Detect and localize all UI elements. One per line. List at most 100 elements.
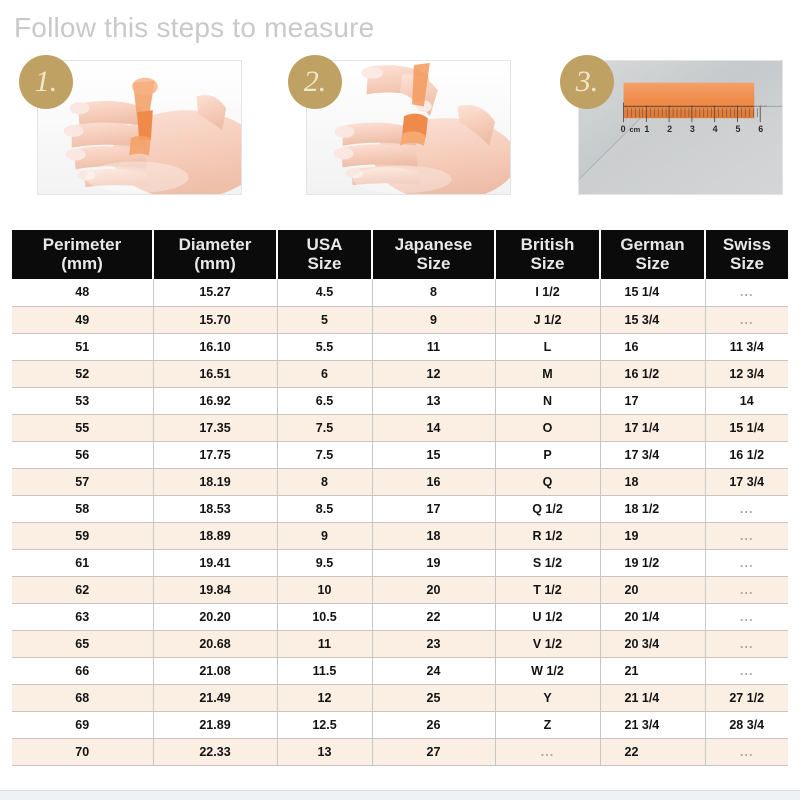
cell-german: 16 1/2 bbox=[600, 360, 706, 388]
column-header-usa-line1: USA bbox=[306, 235, 343, 254]
table-row: 55 17.35 7.5 14 O 17 1/4 15 1/4 bbox=[12, 414, 788, 442]
table-row: 61 19.41 9.5 19 S 1/2 19 1/2... bbox=[12, 549, 788, 577]
cell-japanese: 18 bbox=[372, 522, 496, 550]
step-3: 0 cm 1 2 3 4 5 6 3. bbox=[560, 55, 783, 195]
table-row: 59 18.89 9 18 R 1/2 19... bbox=[12, 522, 788, 550]
cell-usa: 9.5 bbox=[277, 549, 373, 577]
column-header-perimeter-line1: Perimeter bbox=[42, 235, 122, 254]
table-row: 70 22.33 13 27... 22... bbox=[12, 738, 788, 766]
cell-diameter: 20.20 bbox=[153, 603, 278, 631]
column-header-japanese-line1: Japanese bbox=[394, 235, 473, 254]
column-header-swiss-line2: Size bbox=[729, 254, 765, 274]
cell-usa: 8 bbox=[277, 468, 373, 496]
cell-japanese: 22 bbox=[372, 603, 496, 631]
cell-swiss: ... bbox=[705, 657, 788, 685]
cell-usa: 7.5 bbox=[277, 414, 373, 442]
cell-swiss: 17 3/4 bbox=[705, 468, 788, 496]
ruler-tick-4: 4 bbox=[713, 124, 718, 134]
column-header-usa: USA Size bbox=[277, 230, 373, 280]
cell-british: P bbox=[495, 441, 601, 469]
column-header-british-line2: Size bbox=[530, 254, 565, 274]
page-title: Follow this steps to measure bbox=[14, 12, 375, 43]
cell-british: W 1/2 bbox=[495, 657, 601, 685]
cell-perimeter: 62 bbox=[12, 576, 154, 604]
cell-japanese: 26 bbox=[372, 711, 496, 739]
cell-swiss: 27 1/2 bbox=[705, 684, 788, 712]
table-row: 63 20.20 10.5 22 U 1/2 20 1/4... bbox=[12, 603, 788, 631]
cell-perimeter: 69 bbox=[12, 711, 154, 739]
cell-swiss: 16 1/2 bbox=[705, 441, 788, 469]
column-header-perimeter: Perimeter (mm) bbox=[12, 230, 154, 280]
table-row: 57 18.19 8 16 Q 18 17 3/4 bbox=[12, 468, 788, 496]
column-header-british-line1: British bbox=[520, 235, 575, 254]
ruler-tick-1: 1 bbox=[644, 124, 649, 134]
cell-german: 15 3/4 bbox=[600, 306, 706, 334]
cell-japanese: 13 bbox=[372, 387, 496, 415]
cell-diameter: 17.35 bbox=[153, 414, 278, 442]
cell-diameter: 18.19 bbox=[153, 468, 278, 496]
cell-usa: 13 bbox=[277, 738, 373, 766]
cell-usa: 11.5 bbox=[277, 657, 373, 685]
cell-usa: 7.5 bbox=[277, 441, 373, 469]
cell-perimeter: 63 bbox=[12, 603, 154, 631]
cell-perimeter: 51 bbox=[12, 333, 154, 361]
cell-diameter: 15.27 bbox=[153, 279, 278, 307]
cell-diameter: 19.84 bbox=[153, 576, 278, 604]
cell-british: I 1/2 bbox=[495, 279, 601, 307]
cell-british: Q 1/2 bbox=[495, 495, 601, 523]
column-header-german: German Size bbox=[600, 230, 706, 280]
step-2: 2. bbox=[288, 55, 511, 195]
cell-swiss: ... bbox=[705, 495, 788, 523]
cell-perimeter: 61 bbox=[12, 549, 154, 577]
table-body: 48 15.27 4.5 8 I 1/2 15 1/4... 49 15.70 5 9 J 1/2 1… bbox=[12, 279, 788, 766]
table-row: 49 15.70 5 9 J 1/2 15 3/4... bbox=[12, 306, 788, 334]
cell-usa: 10 bbox=[277, 576, 373, 604]
cell-british: O bbox=[495, 414, 601, 442]
cell-perimeter: 65 bbox=[12, 630, 154, 658]
cell-german: 22 bbox=[600, 738, 706, 766]
table-row: 53 16.92 6.5 13 N 17 14 bbox=[12, 387, 788, 415]
cell-perimeter: 56 bbox=[12, 441, 154, 469]
step-1: 1. bbox=[19, 55, 242, 195]
cell-usa: 10.5 bbox=[277, 603, 373, 631]
cell-japanese: 20 bbox=[372, 576, 496, 604]
step-2-badge: 2. bbox=[288, 55, 342, 109]
cell-japanese: 27 bbox=[372, 738, 496, 766]
cell-swiss: 15 1/4 bbox=[705, 414, 788, 442]
column-header-swiss: Swiss Size bbox=[705, 230, 788, 280]
column-header-swiss-line1: Swiss bbox=[722, 235, 772, 254]
cell-german: 20 1/4 bbox=[600, 603, 706, 631]
table-row: 62 19.84 10 20 T 1/2 20... bbox=[12, 576, 788, 604]
cell-swiss: ... bbox=[705, 549, 788, 577]
cell-perimeter: 68 bbox=[12, 684, 154, 712]
step-3-photo-ruler-measurement: 0 cm 1 2 3 4 5 6 bbox=[578, 60, 783, 195]
table-row: 65 20.68 11 23 V 1/2 20 3/4... bbox=[12, 630, 788, 658]
cell-japanese: 11 bbox=[372, 333, 496, 361]
table-row: 51 16.10 5.5 11 L 16 11 3/4 bbox=[12, 333, 788, 361]
cell-diameter: 17.75 bbox=[153, 441, 278, 469]
cell-swiss: ... bbox=[705, 279, 788, 307]
cell-perimeter: 53 bbox=[12, 387, 154, 415]
cell-usa: 12 bbox=[277, 684, 373, 712]
cell-german: 21 bbox=[600, 657, 706, 685]
cell-diameter: 22.33 bbox=[153, 738, 278, 766]
cell-japanese: 23 bbox=[372, 630, 496, 658]
cell-british: R 1/2 bbox=[495, 522, 601, 550]
column-header-german-line1: German bbox=[620, 235, 685, 254]
cell-diameter: 15.70 bbox=[153, 306, 278, 334]
cell-perimeter: 49 bbox=[12, 306, 154, 334]
cell-german: 20 3/4 bbox=[600, 630, 706, 658]
table-row: 68 21.49 12 25 Y 21 1/4 27 1/2 bbox=[12, 684, 788, 712]
column-header-diameter-line2: (mm) bbox=[194, 254, 236, 274]
cell-german: 18 bbox=[600, 468, 706, 496]
cell-german: 17 1/4 bbox=[600, 414, 706, 442]
cell-usa: 8.5 bbox=[277, 495, 373, 523]
column-header-perimeter-line2: (mm) bbox=[61, 254, 103, 274]
ring-size-conversion-table: Perimeter (mm) Diameter (mm) USA Size Ja… bbox=[12, 230, 788, 766]
ruler-tick-0: 0 bbox=[621, 124, 626, 134]
cell-japanese: 8 bbox=[372, 279, 496, 307]
cell-swiss: ... bbox=[705, 630, 788, 658]
cell-japanese: 25 bbox=[372, 684, 496, 712]
cell-german: 21 3/4 bbox=[600, 711, 706, 739]
cell-diameter: 16.51 bbox=[153, 360, 278, 388]
